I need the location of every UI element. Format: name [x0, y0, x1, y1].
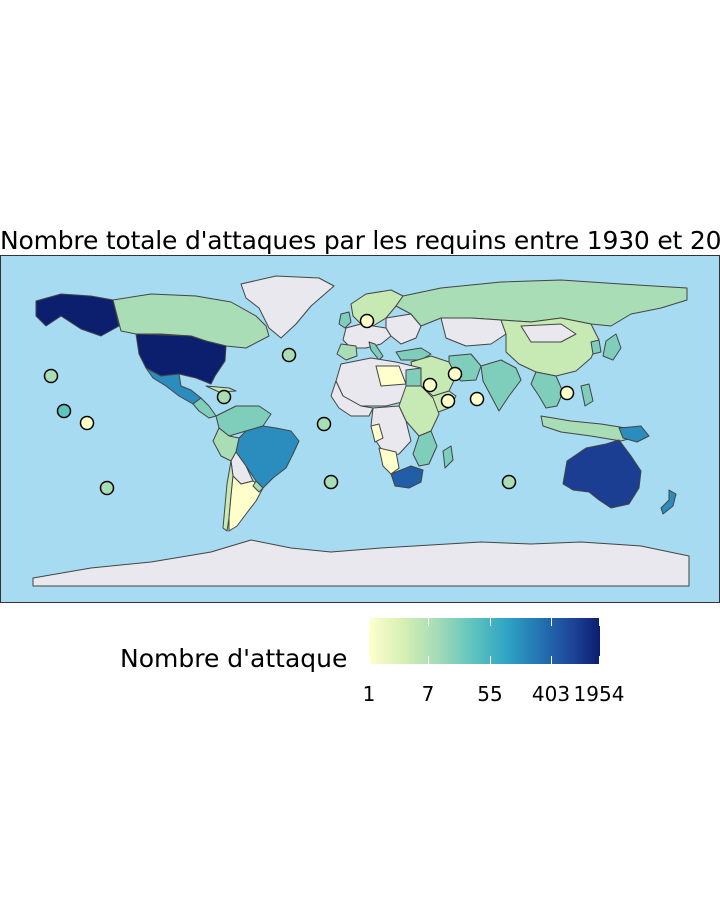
united-kingdom: [338, 311, 352, 329]
southeast-asia: [530, 371, 564, 409]
congo-coast: [370, 423, 384, 443]
island-marker: [469, 391, 485, 407]
india: [480, 359, 522, 412]
egypt: [405, 367, 422, 387]
legend: Nombre d'attaque 1 7 55 403 1954: [0, 610, 720, 710]
papua-new-guinea: [618, 425, 650, 443]
world-map: [32, 275, 690, 587]
island-marker: [43, 368, 59, 384]
island-marker: [216, 389, 232, 405]
central-america: [192, 397, 217, 419]
tick-top: [369, 618, 370, 626]
tick-top: [551, 618, 552, 626]
island-marker: [316, 416, 332, 432]
legend-title: Nombre d'attaque: [120, 644, 348, 673]
island-marker: [281, 347, 297, 363]
map-panel: [0, 255, 720, 603]
tick-top: [490, 618, 491, 626]
island-marker: [440, 393, 456, 409]
island-marker: [422, 377, 438, 393]
island-marker: [99, 480, 115, 496]
iberia: [336, 343, 358, 361]
island-marker: [501, 474, 517, 490]
color-scale-bar: [369, 618, 600, 664]
legend-label: 1954: [573, 682, 625, 706]
map-title: Nombre totale d'attaques par les requins…: [0, 226, 720, 255]
alaska: [35, 293, 120, 337]
uruguay: [252, 480, 264, 493]
argentina: [228, 475, 264, 532]
legend-label: 55: [477, 682, 503, 706]
tick-bottom: [599, 656, 600, 664]
philippines: [580, 383, 594, 407]
angola-namibia: [378, 447, 400, 475]
australia: [562, 439, 642, 509]
mongolia: [520, 323, 577, 343]
tick-bottom: [551, 656, 552, 664]
russia: [395, 279, 688, 327]
tick-bottom: [428, 656, 429, 664]
island-marker: [447, 366, 463, 382]
new-zealand: [660, 489, 677, 515]
island-marker: [323, 474, 339, 490]
madagascar: [442, 445, 454, 469]
island-marker: [79, 415, 95, 431]
antarctica: [32, 539, 690, 587]
tick-top: [599, 618, 600, 626]
tick-top: [428, 618, 429, 626]
greenland: [240, 275, 335, 339]
island-marker: [559, 385, 575, 401]
japan: [602, 333, 622, 361]
legend-label: 403: [531, 682, 571, 706]
legend-label: 7: [421, 682, 435, 706]
island-marker: [56, 403, 72, 419]
cuba: [205, 385, 237, 393]
mozambique: [412, 430, 438, 467]
central-asia: [440, 317, 507, 347]
west-africa: [330, 380, 374, 417]
korea: [590, 339, 602, 355]
south-africa: [390, 465, 424, 489]
italy: [368, 341, 384, 361]
tick-bottom: [490, 656, 491, 664]
legend-label: 1: [362, 682, 376, 706]
tick-bottom: [369, 656, 370, 664]
island-marker: [359, 313, 375, 329]
